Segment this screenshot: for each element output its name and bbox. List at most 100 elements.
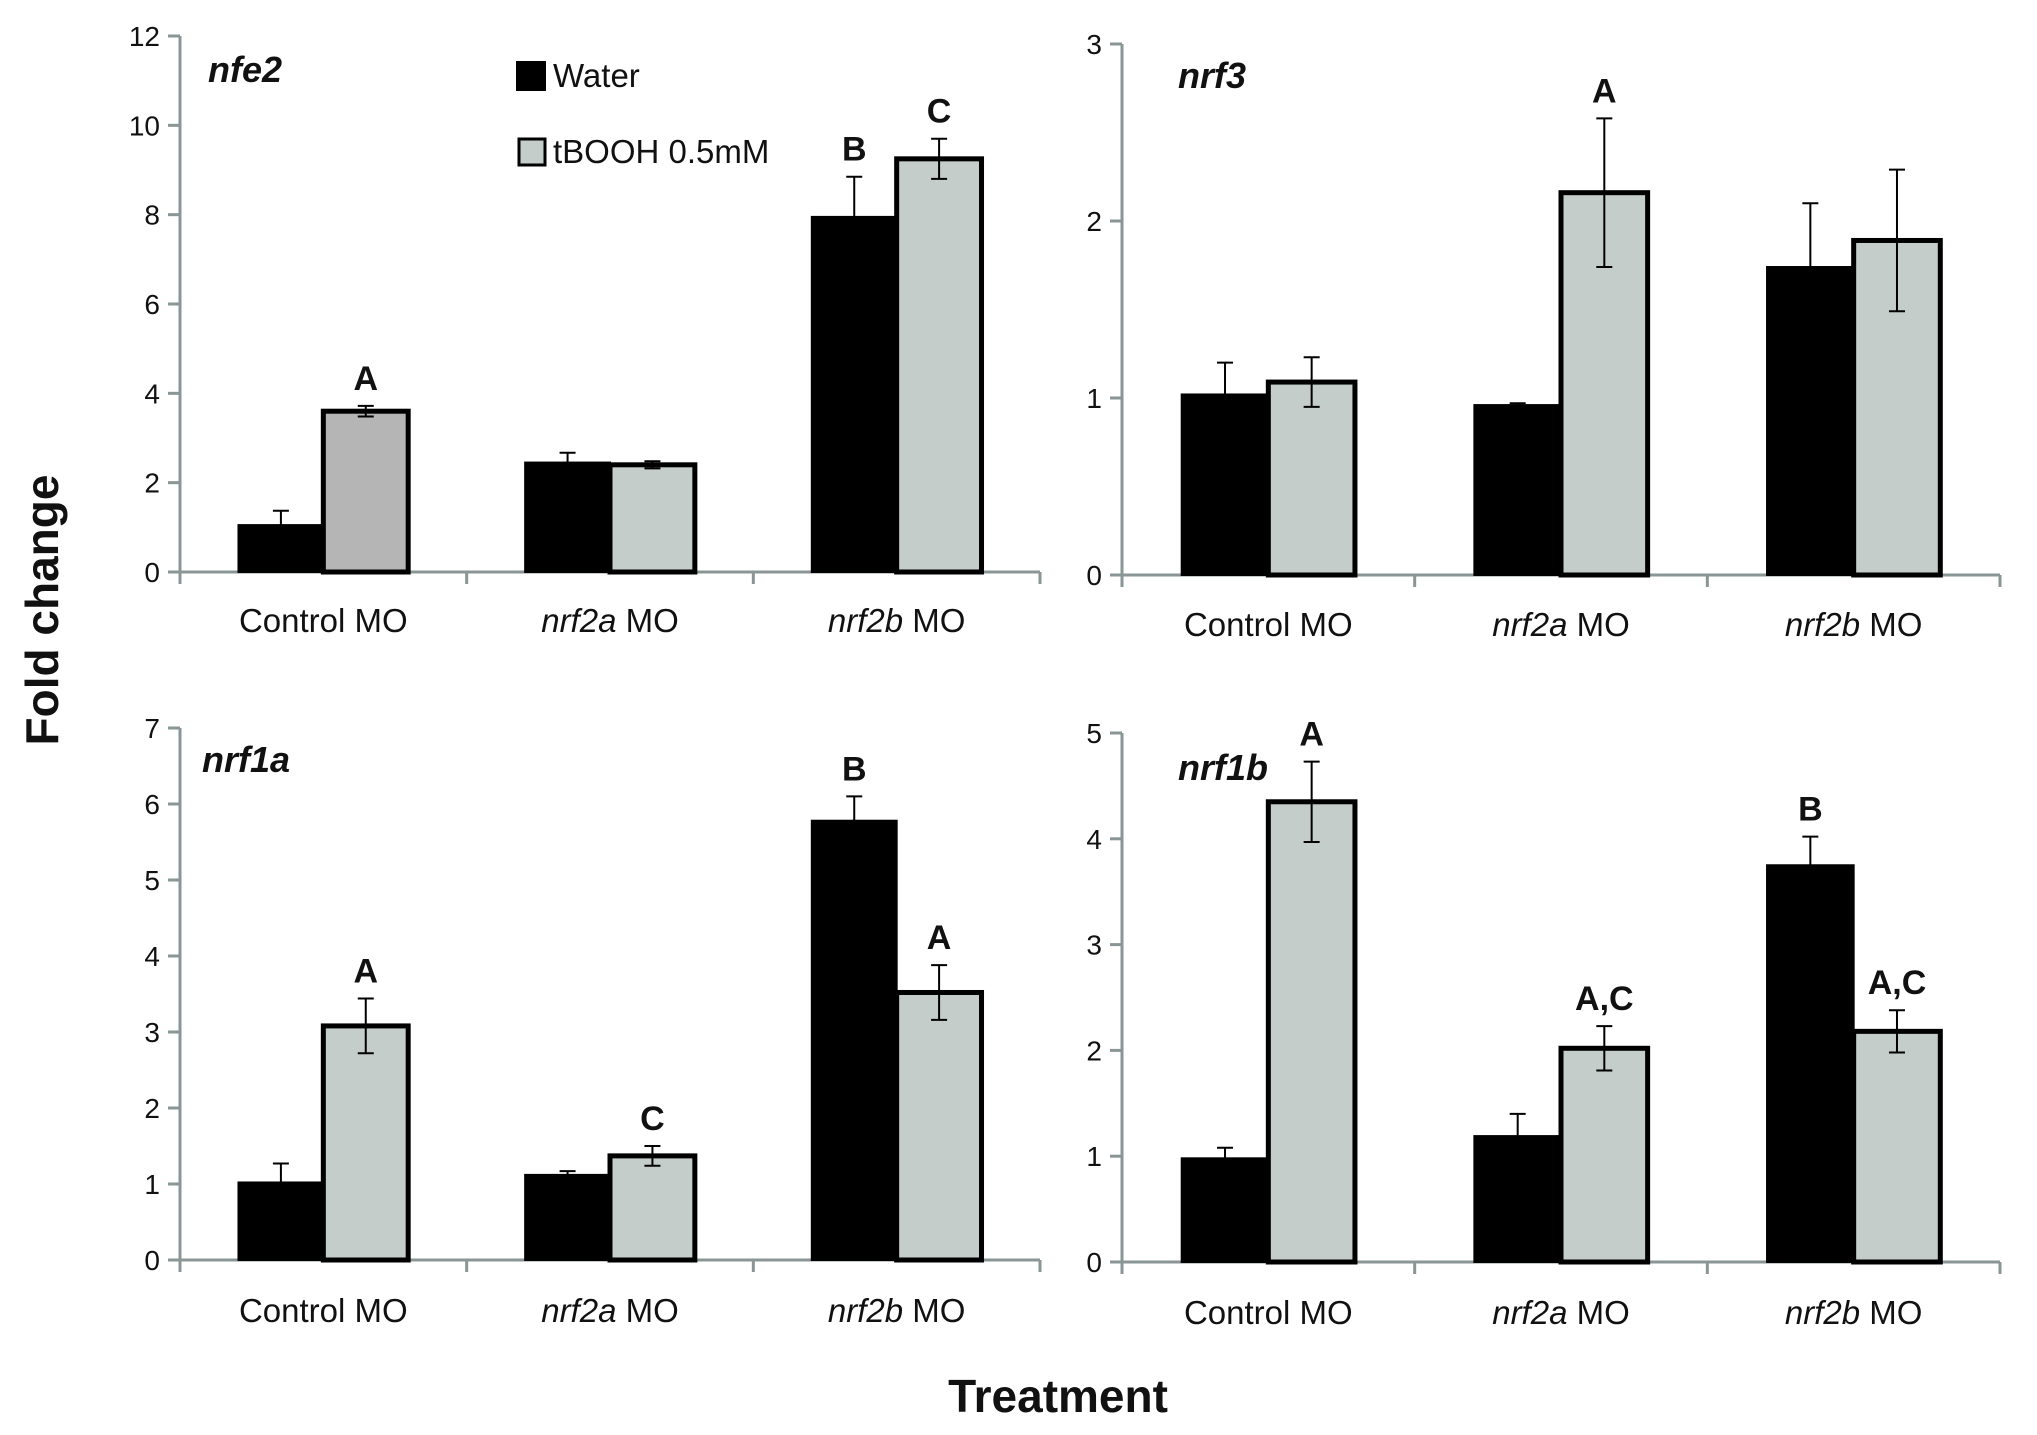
category-label: nrf2a MO — [541, 1292, 679, 1329]
category-label: Control MO — [1184, 1294, 1353, 1331]
category-label-gene: nrf2b — [828, 602, 903, 639]
bar-tbooh — [607, 1153, 698, 1263]
bar-water — [1180, 1157, 1270, 1264]
y-tick-label: 1 — [144, 1169, 160, 1200]
legend-swatch-tbooh — [517, 137, 547, 167]
bar-tbooh — [607, 462, 698, 575]
bar-tbooh — [894, 989, 985, 1263]
y-tick-label: 4 — [144, 378, 160, 409]
bar-water — [524, 1173, 611, 1262]
legend-label-water: Water — [553, 57, 640, 94]
category-label: nrf2b MO — [828, 602, 966, 639]
y-tick-label: 3 — [144, 1017, 160, 1048]
y-tick-label: 10 — [129, 110, 160, 141]
y-tick-label: 8 — [144, 200, 160, 231]
category-label-gene: Control MO — [1184, 1294, 1353, 1331]
category-label-gene: Control MO — [239, 602, 408, 639]
legend-swatch-water — [516, 61, 546, 91]
category-label-gene: nrf2b — [1785, 1294, 1860, 1331]
bar-tbooh — [894, 156, 985, 575]
y-tick-label: 3 — [1086, 930, 1102, 961]
y-tick-label: 12 — [129, 21, 160, 52]
significance-label: A — [1299, 716, 1324, 754]
bar-tbooh — [320, 408, 411, 575]
bar-tbooh — [1265, 799, 1358, 1265]
y-tick-label: 0 — [1086, 560, 1102, 591]
category-label: Control MO — [239, 1292, 408, 1329]
category-label-gene: nrf2a — [1492, 606, 1567, 643]
bar-tbooh — [1265, 379, 1358, 578]
category-label-suffix: MO — [616, 602, 678, 639]
category-label: nrf2b MO — [828, 1292, 966, 1329]
category-label-suffix: MO — [903, 602, 965, 639]
y-tick-label: 2 — [1086, 1035, 1102, 1066]
y-tick-label: 3 — [1086, 29, 1102, 60]
y-tick-label: 4 — [1086, 824, 1102, 855]
category-label-gene: nrf2a — [541, 1292, 616, 1329]
bar-tbooh — [320, 1023, 411, 1263]
category-label-suffix: MO — [616, 1292, 678, 1329]
panel-title: nrf3 — [1178, 55, 1246, 96]
category-label: Control MO — [239, 602, 408, 639]
y-tick-label: 1 — [1086, 383, 1102, 414]
legend: Water tBOOH 0.5mM — [516, 57, 769, 170]
bar-water — [810, 819, 898, 1261]
y-tick-label: 2 — [1086, 206, 1102, 237]
panel-nfe2: 0 2 4 6 8 10 12 nfe2 A Control MO nrf2a MO B Cnrf2b … — [129, 21, 1042, 639]
y-tick-label: 4 — [144, 941, 160, 972]
significance-label: C — [927, 93, 952, 131]
panel-title: nrf1a — [202, 739, 290, 780]
significance-label: A — [927, 919, 952, 957]
category-label: nrf2b MO — [1785, 606, 1923, 643]
significance-label: A — [353, 360, 378, 398]
significance-label: B — [842, 750, 867, 788]
panel-nrf1b: 0 1 2 3 4 5 nrf1b A Control MO A,C nrf2a MO B A,C nrf… — [1086, 716, 2002, 1331]
significance-label: B — [1798, 791, 1823, 829]
significance-label: A,C — [1868, 964, 1927, 1002]
panel-title: nfe2 — [208, 49, 282, 90]
y-tick-label: 5 — [1086, 718, 1102, 749]
x-axis-title: Treatment — [948, 1370, 1168, 1422]
bar-water — [524, 461, 611, 574]
bar-tbooh — [1851, 1028, 1943, 1265]
category-label-gene: nrf2a — [541, 602, 616, 639]
y-tick-label: 0 — [1086, 1247, 1102, 1278]
y-tick-label: 6 — [144, 789, 160, 820]
category-label-suffix: MO — [903, 1292, 965, 1329]
y-tick-label: 0 — [144, 1245, 160, 1276]
legend-label-tbooh: tBOOH 0.5mM — [553, 133, 769, 170]
category-label-gene: nrf2b — [828, 1292, 903, 1329]
y-tick-label: 6 — [144, 289, 160, 320]
bar-water — [1473, 404, 1563, 576]
y-tick-label: 7 — [144, 713, 160, 744]
significance-label: C — [640, 1100, 665, 1138]
category-label-suffix: MO — [1860, 1294, 1922, 1331]
category-label-suffix: MO — [1567, 606, 1629, 643]
y-tick-label: 2 — [144, 468, 160, 499]
category-label: nrf2a MO — [541, 602, 679, 639]
bar-tbooh — [1558, 1045, 1651, 1265]
category-label: nrf2a MO — [1492, 606, 1630, 643]
category-label-gene: Control MO — [239, 1292, 408, 1329]
panel-title: nrf1b — [1178, 747, 1268, 788]
bar-water — [1766, 864, 1855, 1263]
category-label: nrf2a MO — [1492, 1294, 1630, 1331]
category-label-suffix: MO — [1567, 1294, 1629, 1331]
significance-label: A — [353, 953, 378, 991]
category-label: Control MO — [1184, 606, 1353, 643]
y-axis-title: Fold change — [16, 475, 68, 746]
category-label: nrf2b MO — [1785, 1294, 1923, 1331]
significance-label: A — [1592, 72, 1617, 110]
category-label-gene: Control MO — [1184, 606, 1353, 643]
y-tick-label: 1 — [1086, 1141, 1102, 1172]
y-tick-label: 2 — [144, 1093, 160, 1124]
y-tick-label: 5 — [144, 865, 160, 896]
significance-label: A,C — [1575, 980, 1634, 1018]
category-label-gene: nrf2a — [1492, 1294, 1567, 1331]
y-tick-label: 0 — [144, 557, 160, 588]
bar-water — [810, 215, 898, 573]
